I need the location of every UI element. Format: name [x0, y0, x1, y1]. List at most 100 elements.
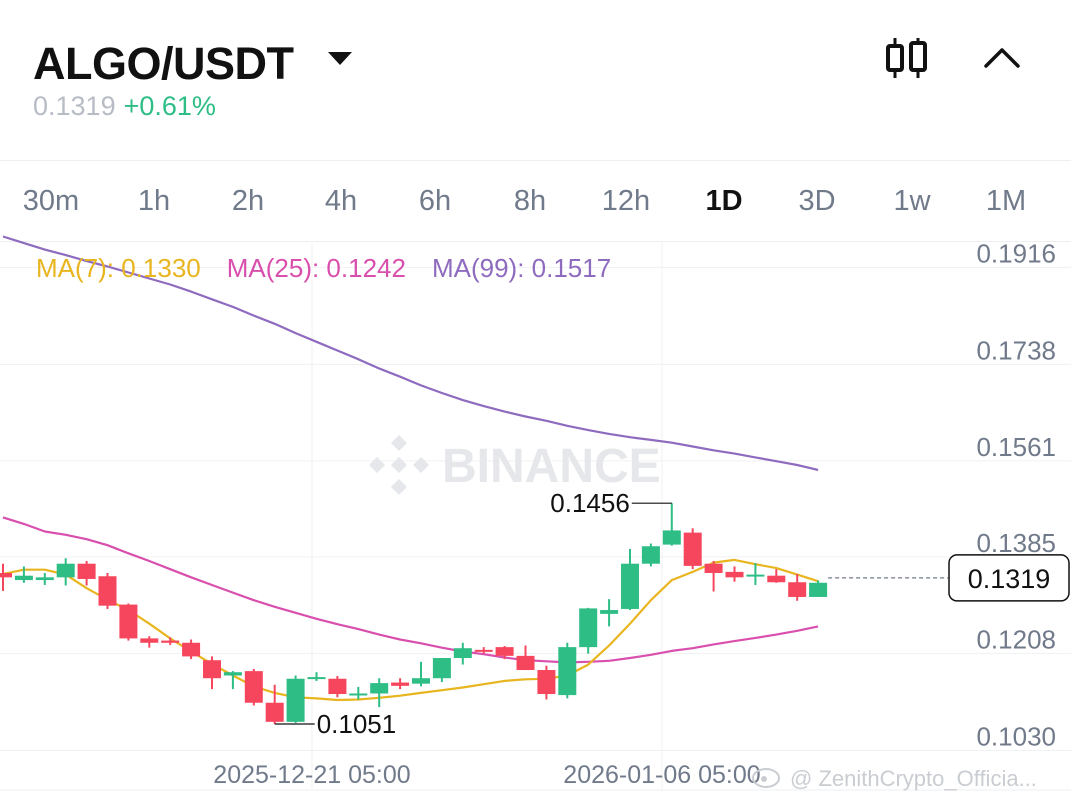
candle: [286, 675, 305, 723]
candle: [203, 656, 221, 690]
watermark-credit: @ ZenithCrypto_Officia...: [790, 766, 1037, 791]
candle-body: [767, 575, 786, 583]
tab-30m[interactable]: 30m: [22, 185, 80, 217]
ma25-value: MA(25): 0.1242: [226, 253, 406, 283]
candle: [537, 665, 556, 700]
candle-body: [0, 572, 12, 578]
ma99-line: [2, 235, 819, 471]
candle-body: [516, 655, 535, 671]
candle: [662, 503, 681, 546]
dropdown-caret-icon[interactable]: [328, 52, 352, 65]
candle-body: [56, 563, 75, 578]
min-price-label: 0.1051: [317, 709, 397, 739]
y-axis-labels: 0.1916 0.1738 0.1561 0.1385 0.1208 0.1030: [976, 238, 1056, 751]
tab-12h[interactable]: 12h: [601, 185, 651, 217]
candle-body: [662, 530, 681, 545]
candle: [600, 599, 619, 627]
candle: [725, 566, 744, 582]
candle-body: [558, 647, 577, 696]
annotations: 0.1319 0.1456 0.1051: [274, 488, 1070, 739]
candle-body: [14, 575, 33, 581]
candle-body: [495, 647, 514, 656]
watermark-brand: BINANCE: [442, 440, 661, 493]
candle: [516, 645, 535, 671]
candle: [704, 560, 723, 592]
weibo-icon: [752, 768, 780, 788]
x-axis-labels: 2025-12-21 05:00 2026-01-06 05:00: [213, 761, 760, 789]
candle-body: [788, 582, 807, 597]
candle-body: [412, 678, 430, 684]
candle: [453, 642, 472, 665]
candle: [621, 548, 639, 611]
tab-8h[interactable]: 8h: [513, 185, 547, 217]
candle-body: [286, 678, 305, 722]
candle: [349, 686, 368, 700]
candle-body: [98, 576, 117, 606]
tab-6h[interactable]: 6h: [418, 185, 452, 217]
interval-bar: 30m 1h 2h 4h 6h 8h 12h 1D 3D 1w 1M: [0, 161, 1071, 241]
pair-title[interactable]: ALGO/USDT: [33, 38, 294, 89]
candle: [35, 572, 54, 585]
candle: [98, 572, 117, 609]
tab-1d[interactable]: 1D: [705, 185, 743, 217]
candles: [0, 503, 828, 725]
tab-1w[interactable]: 1w: [893, 185, 931, 217]
candle: [495, 646, 514, 660]
y-tick-label: 0.1385: [976, 528, 1056, 558]
candle-body: [35, 577, 54, 581]
max-price-label: 0.1456: [550, 488, 630, 518]
chart-grid: [0, 242, 1071, 791]
candle: [265, 684, 284, 725]
tab-3d[interactable]: 3D: [798, 185, 836, 217]
candle: [412, 661, 430, 687]
candle-body: [746, 574, 765, 577]
candle-body: [432, 658, 451, 679]
candle: [119, 603, 138, 641]
change-percent: +0.61%: [123, 91, 216, 121]
candle: [77, 560, 96, 586]
last-price: 0.1319: [33, 91, 116, 121]
candle-body: [621, 563, 639, 609]
ma99-value: MA(99): 0.1517: [431, 253, 612, 283]
tab-1h[interactable]: 1h: [137, 185, 171, 217]
candle-body: [641, 546, 660, 564]
candle: [746, 563, 765, 585]
candle: [683, 528, 702, 570]
header: ALGO/USDT 0.1319 +0.61%: [0, 0, 1071, 160]
current-price-label: 0.1319: [968, 564, 1051, 594]
collapse-chevron-up-icon[interactable]: [983, 42, 1021, 72]
candle-body: [77, 563, 96, 579]
candle: [370, 678, 389, 708]
candle: [474, 647, 493, 654]
candle-body: [391, 682, 410, 686]
tab-2h[interactable]: 2h: [231, 185, 265, 217]
tab-4h[interactable]: 4h: [324, 185, 358, 217]
y-tick-label: 0.1561: [976, 432, 1056, 462]
candle: [328, 676, 347, 698]
candle: [140, 636, 159, 648]
candle-body: [809, 582, 828, 597]
y-tick-label: 0.1916: [976, 238, 1056, 268]
candle: [558, 642, 577, 699]
candle: [0, 563, 12, 591]
binance-watermark: BINANCE: [369, 435, 661, 495]
candle: [788, 574, 807, 601]
candlestick-toggle-icon[interactable]: [884, 36, 930, 80]
candle-body: [182, 642, 201, 657]
candle-body: [474, 649, 493, 652]
candle-body: [600, 610, 619, 614]
candle: [432, 658, 451, 683]
ma25-line: [2, 516, 819, 664]
x-tick-label: 2025-12-21 05:00: [213, 761, 410, 789]
ma-legend: MA(7): 0.1330 MA(25): 0.1242 MA(99): 0.151…: [36, 253, 637, 284]
candle: [56, 558, 75, 586]
ma7-line: [2, 558, 819, 702]
moving-average-lines: [2, 235, 819, 702]
tab-1m[interactable]: 1M: [985, 185, 1027, 217]
header-divider: [0, 160, 1071, 161]
x-tick-label: 2026-01-06 05:00: [563, 761, 760, 789]
candle-body: [203, 660, 221, 679]
candle-body: [223, 672, 242, 676]
candle-body: [704, 563, 723, 573]
